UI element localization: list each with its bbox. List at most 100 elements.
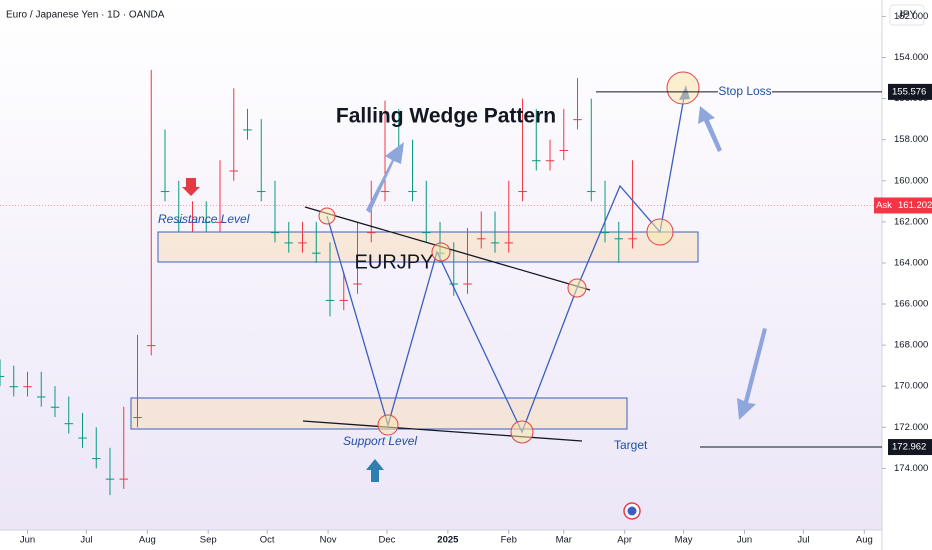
ask-price-box [894,197,932,214]
pivot-circle [318,207,336,225]
candle-body [119,478,129,480]
pivot-circle [510,420,534,444]
y-tick-label: 170.000 [894,381,928,392]
y-tick-label: 168.000 [894,340,928,351]
candle-body [628,238,637,240]
chart-title: Euro / Japanese Yen · 1D · OANDA [6,10,165,21]
candle-body [0,375,5,377]
y-tick-label: 174.000 [894,463,928,474]
candle-body [201,221,211,223]
x-tick-label: Aug [856,535,873,546]
y-tick-label: 160.000 [894,175,928,186]
y-tick-label: 172.000 [894,422,928,433]
candle-body [490,242,500,244]
candle-body [146,345,156,347]
pivot-circle [377,414,399,436]
candle-body [243,129,252,131]
target-name: Target [614,438,648,452]
x-tick-label: May [675,535,693,546]
resistance-label: Resistance Level [158,212,250,226]
candle-body [9,386,19,388]
currency: JPY [898,10,917,21]
candle-body [229,170,239,172]
x-tick-label: Apr [617,535,632,546]
candle-body [559,149,569,151]
candle-body [532,160,541,162]
candle-body [256,191,266,193]
candle-body [23,386,32,388]
candle-body [325,299,335,301]
arrow-down [737,328,767,420]
candle-body [312,252,321,254]
candle-body [188,221,197,223]
arrow-up [366,142,404,213]
candle-body [160,191,170,193]
candle-body [408,191,417,193]
pivot-circle [567,278,587,298]
x-tick-label: Mar [556,535,572,546]
y-tick-label: 152.000 [894,11,928,22]
ask-tag [874,197,894,214]
wedge-lower-line [302,420,583,442]
candle-body [64,423,74,425]
x-tick-label: Jul [80,535,92,546]
y-tick-label: 156.000 [894,93,928,104]
candle-body [449,283,459,285]
y-tick-label: 164.000 [894,257,928,268]
y-tick-label: 166.000 [894,299,928,310]
stop-price-box [888,83,932,100]
y-tick-label: 162.000 [894,216,928,227]
candle-body [78,437,87,439]
pattern-title: Falling Wedge Pattern [336,105,556,128]
target-circle [666,71,700,105]
y-tick-label: 154.000 [894,52,928,63]
x-tick-label: 2025 [437,535,459,546]
candle-body [573,119,582,121]
resistance-zone [157,231,699,263]
currency-box [889,4,925,26]
target-price: 172.962 [892,442,926,453]
candle-body [504,242,514,244]
drawings [182,71,767,520]
x-tick-label: Sep [200,535,217,546]
stop-name: Stop Loss [718,84,771,98]
candle-body [50,406,60,408]
candle-body [380,191,390,193]
arrow-up [698,106,722,152]
candle-body [477,238,486,240]
ask-name: Ask [876,200,892,211]
x-tick-label: Oct [260,535,275,546]
candle-body [270,232,280,234]
candle-body [105,478,115,480]
support-label: Support Level [343,434,417,448]
resistance-marker [182,178,200,196]
x-tick-label: Jun [737,535,752,546]
candle-body [518,191,527,193]
y-tick-label: 158.000 [894,134,928,145]
ask-price: 161.202 [898,200,932,211]
candle-body [36,396,46,398]
candle-body [284,242,294,244]
x-tick-label: Jul [797,535,809,546]
candle-body [298,242,307,244]
x-tick-label: Dec [379,535,396,546]
candle-body [174,221,184,223]
candle-body [463,283,472,285]
stop-price: 155.576 [892,86,926,97]
x-tick-label: Feb [501,535,517,546]
candle-body [91,458,101,460]
symbol-label: EURJPY [355,251,434,273]
candle-body [215,221,225,223]
pivot-circle [646,218,674,246]
candle-body [600,232,610,234]
x-tick-label: Jun [20,535,35,546]
candle-body [133,417,142,419]
target-price-box [888,439,932,456]
pivot-circle [431,242,451,262]
plot-background [0,0,882,530]
candle-body [614,238,624,240]
candle-body [422,232,431,234]
candle-body [545,160,555,162]
candle-body [367,232,376,234]
